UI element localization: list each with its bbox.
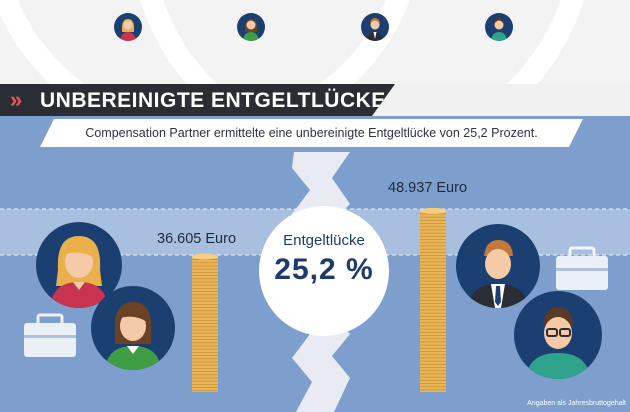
- man-avatar-icon: [456, 224, 540, 308]
- value-label-women: 36.605 Euro: [157, 231, 237, 247]
- woman-avatar-icon: [114, 13, 142, 41]
- woman-avatar-icon: [91, 286, 175, 370]
- page-title: UNBEREINIGTE ENTGELTLÜCKE: [40, 89, 386, 112]
- gap-circle: Entgeltlücke 25,2 %: [259, 206, 389, 336]
- coin-stack-bar-men: [420, 207, 446, 392]
- gap-label: Entgeltlücke: [283, 232, 365, 249]
- top-band: [0, 0, 630, 84]
- coin-stack-bar-women: [192, 253, 218, 392]
- value-label-men: 48.937 Euro: [388, 180, 468, 196]
- subtitle-box: Compensation Partner ermittelte eine unb…: [40, 119, 583, 147]
- man-avatar-icon: [361, 13, 389, 41]
- woman-avatar-icon: [237, 13, 265, 41]
- chevron-right-icon: »: [10, 87, 22, 112]
- gap-value: 25,2 %: [274, 253, 374, 286]
- briefcase-icon-left: [24, 313, 76, 357]
- briefcase-icon-right: [556, 246, 608, 290]
- footnote: Angaben als Jahresbruttogehalt: [527, 400, 626, 407]
- man-avatar-icon: [485, 13, 513, 41]
- subtitle: Compensation Partner ermittelte eine unb…: [85, 126, 538, 140]
- title-bar: » UNBEREINIGTE ENTGELTLÜCKE: [0, 84, 395, 116]
- man-avatar-icon: [514, 291, 602, 379]
